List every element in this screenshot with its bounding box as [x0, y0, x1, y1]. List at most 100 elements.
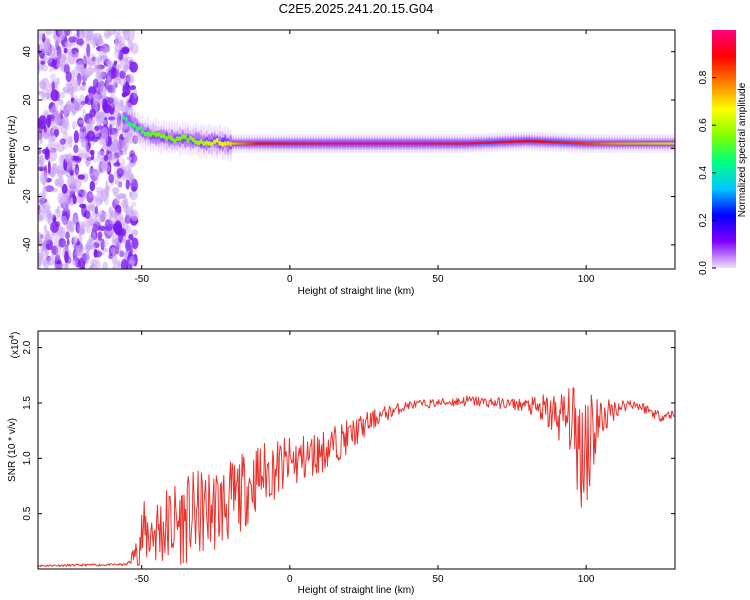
noise-blob [59, 91, 65, 99]
noise-blob [67, 103, 72, 113]
ridge-cell [485, 141, 489, 145]
colorbar-tick-label: 0.4 [698, 165, 709, 179]
noise-blob [75, 244, 81, 257]
noise-blob [123, 250, 129, 257]
noise-blob [86, 43, 91, 58]
noise-blob [117, 183, 123, 188]
noise-blob [46, 209, 52, 219]
noise-blob [122, 66, 128, 73]
noise-blob [50, 221, 59, 233]
ridge-cell [570, 141, 574, 145]
ridge-cell [594, 142, 598, 145]
ridge-cell [525, 139, 529, 143]
noise-blob [72, 195, 77, 205]
ridge-cell [575, 141, 579, 145]
noise-blob [91, 56, 96, 62]
ridge-cell [138, 113, 142, 148]
y-tick-label: 0.5 [22, 506, 33, 520]
ridge-cell [397, 142, 401, 145]
noise-blob [60, 110, 64, 115]
ridge-cell [479, 141, 483, 145]
ridge-cell [663, 142, 667, 145]
ridge-cell [125, 117, 129, 123]
ridge-cell [274, 142, 278, 145]
ridge-cell [183, 134, 187, 140]
noise-blob [106, 58, 112, 71]
noise-blob [132, 218, 139, 223]
noise-blob [89, 149, 95, 156]
noise-blob [38, 248, 45, 260]
noise-blob [117, 124, 123, 132]
noise-blob [80, 100, 86, 105]
ridge-cell [365, 142, 369, 145]
ridge-cell [597, 142, 601, 145]
ridge-cell [269, 142, 273, 145]
ridge-cell [146, 131, 150, 137]
noise-blob [81, 137, 89, 147]
ridge-cell [506, 140, 510, 144]
ridge-cell [650, 142, 654, 145]
ridge-cell [242, 142, 246, 145]
ridge-cell [461, 142, 465, 145]
ridge-cell [434, 142, 438, 145]
ridge-cell [247, 142, 251, 145]
noise-blob [81, 81, 86, 86]
noise-blob [112, 81, 117, 95]
noise-blob [45, 239, 54, 251]
ridge-cell [567, 141, 571, 145]
ridge-cell [149, 132, 153, 138]
noise-blob [89, 180, 96, 192]
ridge-cell [271, 142, 275, 145]
ridge-cell [426, 142, 430, 145]
ridge-cell [509, 140, 513, 144]
noise-blob [123, 165, 131, 179]
noise-blob [49, 144, 58, 154]
spectrogram-x-ticks: -50 0 50 100 [134, 30, 595, 285]
noise-blob [40, 247, 49, 261]
x-tick-label: 0 [287, 274, 293, 285]
y-tick-label: -40 [22, 237, 33, 252]
snr-y-ticks: 0.5 1.0 1.5 2.0 [22, 340, 675, 521]
ridge-cell [514, 140, 518, 143]
noise-blob [128, 174, 135, 183]
noise-blob [111, 252, 118, 265]
ridge-cell [501, 140, 505, 144]
ridge-cell [338, 142, 342, 145]
ridge-cell [415, 142, 419, 145]
noise-blob [66, 175, 76, 188]
noise-blob [112, 96, 119, 103]
ridge-cell [538, 140, 542, 144]
noise-blob [54, 178, 60, 187]
ridge-cell [458, 142, 462, 145]
ridge-cell [367, 142, 371, 145]
snr-background [38, 331, 675, 569]
ridge-cell [157, 126, 161, 148]
noise-blob [71, 47, 79, 55]
noise-blob [86, 130, 96, 142]
noise-blob [81, 190, 86, 200]
ridge-cell [194, 139, 198, 145]
ridge-cell [127, 114, 131, 124]
noise-blob [92, 158, 100, 163]
ridge-cell [226, 140, 230, 146]
ridge-cell [442, 142, 446, 145]
noise-blob [66, 238, 70, 246]
y-tick-label: 1.5 [22, 396, 33, 410]
noise-blob [72, 236, 79, 244]
noise-blob [58, 99, 64, 106]
ridge-cell [215, 138, 219, 143]
noise-blob [92, 217, 98, 225]
noise-blob [49, 213, 54, 222]
noise-blob [38, 136, 43, 146]
colorbar-tick-label: 0.6 [698, 118, 709, 132]
ridge-cell [517, 140, 521, 143]
ridge-cell [122, 109, 126, 131]
ridge-cell [493, 141, 497, 144]
ridge-cell [354, 142, 358, 145]
y-tick-label: 40 [22, 46, 33, 58]
ridge-cell [655, 142, 659, 145]
noise-blob [113, 60, 118, 65]
ridge-cell [210, 141, 214, 147]
noise-blob [38, 155, 44, 163]
